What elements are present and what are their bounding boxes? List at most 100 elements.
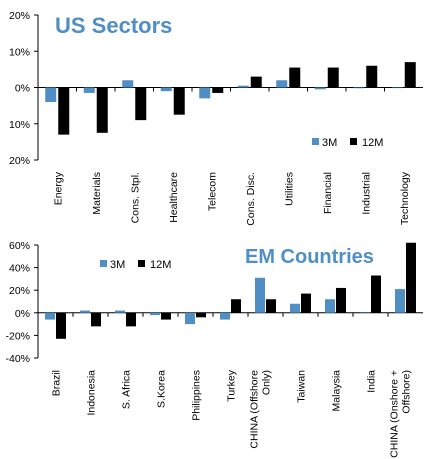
chart-title: US Sectors — [55, 13, 172, 38]
bar-3m — [325, 299, 335, 313]
x-category-label: Financial — [322, 172, 334, 214]
y-tick-label: 40% — [9, 263, 30, 275]
x-category-label: Industrial — [360, 172, 372, 215]
y-tick-label: 0% — [15, 83, 30, 95]
bar-3m — [353, 87, 365, 89]
bar-3m — [160, 87, 172, 92]
chart-title: EM Countries — [245, 246, 374, 268]
x-category-label: Brazil — [51, 370, 63, 396]
bar-12m — [58, 87, 70, 135]
legend-label-12m: 12M — [150, 259, 171, 271]
bar-12m — [212, 87, 224, 93]
x-category-label-line: S.Korea — [156, 370, 168, 408]
legend-swatch-12m — [138, 260, 145, 267]
y-tick-label: 10% — [9, 46, 30, 58]
bar-3m — [45, 312, 55, 320]
bar-12m — [135, 87, 147, 121]
bar-12m — [327, 67, 339, 88]
bar-3m — [220, 312, 230, 320]
y-tick-label: 20% — [9, 285, 30, 297]
x-category-label: S.Korea — [156, 370, 168, 408]
x-category-label: CHINA (Onshore +Offshore) — [389, 370, 413, 458]
legend-label-12m: 12M — [362, 137, 383, 149]
x-category-label-line: Indonesia — [86, 370, 98, 416]
bar-12m — [266, 299, 276, 313]
x-category-label-line: Telecom — [206, 172, 218, 211]
y-tick-label: 10% — [9, 119, 30, 131]
x-category-label: India — [366, 370, 378, 393]
x-category-label: S. Africa — [121, 370, 133, 409]
bar-3m — [122, 80, 134, 88]
x-category-label-line: Financial — [322, 172, 334, 214]
x-category-label-line: Philippines — [191, 370, 203, 421]
x-category-label: Telecom — [206, 172, 218, 211]
bar-3m — [115, 310, 125, 313]
x-category-label-line: Offshore) — [401, 370, 413, 414]
x-category-label-line: S. Africa — [121, 370, 133, 409]
bar-3m — [83, 87, 95, 93]
bar-12m — [301, 293, 311, 313]
x-category-label-line: Materials — [91, 172, 103, 215]
bar-12m — [404, 62, 416, 88]
x-category-label-line: Only) — [261, 370, 273, 395]
bar-3m — [150, 312, 160, 316]
bar-12m — [173, 87, 185, 115]
bar-12m — [91, 312, 101, 327]
bar-12m — [196, 312, 206, 318]
bar-3m — [314, 87, 326, 90]
bar-3m — [395, 289, 405, 313]
x-category-label: Philippines — [191, 370, 203, 421]
y-tick-label: 20% — [9, 155, 30, 167]
x-category-label: Healthcare — [168, 172, 180, 223]
x-category-label-line: India — [366, 370, 378, 393]
bar-3m — [80, 310, 90, 313]
bar-3m — [360, 312, 370, 314]
bar-3m — [199, 87, 211, 99]
x-category-label: Malaysia — [331, 370, 343, 412]
x-category-label: Indonesia — [86, 370, 98, 416]
x-category-label-line: Taiwan — [296, 370, 308, 403]
bar-12m — [161, 312, 171, 320]
us-sectors-chart: 20% 10% 0% 10% 20% Energy Materials Cons. Stpl.… — [9, 10, 423, 226]
bar-3m — [237, 85, 249, 88]
bar-12m — [366, 65, 378, 88]
bar-12m — [336, 287, 346, 313]
x-category-label: CHINA (OffshoreOnly) — [249, 370, 273, 449]
bar-12m — [56, 312, 66, 339]
x-category-label: Cons. Stpl. — [129, 172, 141, 223]
bar-12m — [250, 76, 262, 88]
y-tick-label: 20% — [9, 10, 30, 22]
x-category-label-line: Industrial — [360, 172, 372, 215]
em-countries-chart: 60% 40% 20% 0% -20% -40% Brazil Indonesia S. Afr… — [5, 240, 423, 458]
x-category-label-line: Healthcare — [168, 172, 180, 223]
bar-3m — [255, 277, 265, 313]
bar-3m — [276, 80, 288, 88]
legend-label-3m: 3M — [322, 137, 337, 149]
legend-label-3m: 3M — [110, 259, 125, 271]
x-category-label-line: Energy — [52, 171, 64, 205]
y-tick-label: 60% — [9, 240, 30, 252]
x-category-label-line: Brazil — [51, 370, 63, 396]
x-category-label-line: Technology — [399, 171, 411, 225]
bar-12m — [96, 87, 108, 133]
bar-12m — [231, 299, 241, 313]
x-category-label: Cons. Disc. — [245, 172, 257, 226]
x-category-label: Taiwan — [296, 370, 308, 403]
x-category-label-line: Malaysia — [331, 370, 343, 412]
x-category-label-line: CHINA (Offshore — [249, 370, 261, 449]
bar-12m — [371, 275, 381, 313]
bar-12m — [406, 242, 416, 313]
bar-3m — [290, 303, 300, 313]
bar-3m — [45, 87, 57, 102]
y-tick-label: -20% — [5, 330, 30, 342]
x-category-label-line: Cons. Stpl. — [129, 172, 141, 223]
x-category-label: Materials — [91, 172, 103, 215]
x-category-label: Technology — [399, 171, 411, 225]
x-category-label-line: Turkey — [226, 369, 238, 401]
y-tick-label: -40% — [5, 353, 30, 365]
x-category-label: Utilities — [283, 172, 295, 206]
legend-swatch-3m — [312, 138, 319, 145]
x-category-label: Turkey — [226, 369, 238, 401]
bar-3m — [185, 312, 195, 325]
